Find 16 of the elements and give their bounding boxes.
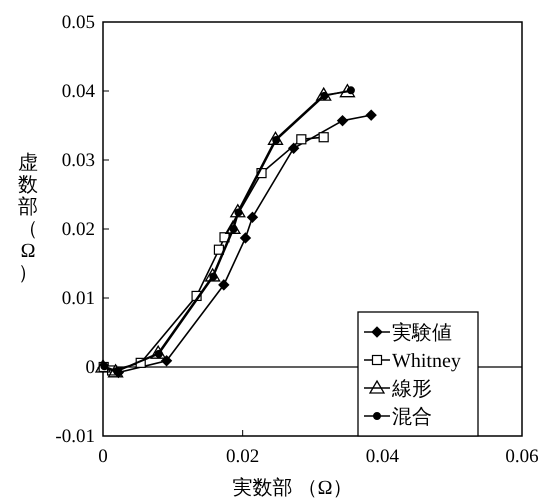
- x-tick-label: 0.02: [226, 446, 260, 467]
- legend-label: Whitney: [392, 350, 461, 372]
- y-tick-label: -0.01: [55, 426, 95, 447]
- x-tick-label: 0.04: [366, 446, 400, 467]
- y-tick-label: 0.02: [62, 219, 95, 240]
- legend-label: 混合: [392, 406, 432, 428]
- legend-label: 線形: [391, 378, 432, 400]
- x-tick-label: 0.06: [505, 446, 539, 467]
- y-axis-title: 虚数部（Ω）: [18, 152, 38, 284]
- y-tick-label: 0.04: [62, 81, 96, 102]
- y-tick-label: 0.03: [62, 150, 95, 171]
- legend-label: 実験値: [392, 321, 452, 344]
- y-tick-label: 0.05: [62, 12, 95, 33]
- x-axis-title: 実数部 （Ω）: [232, 476, 352, 499]
- y-tick-label: 0.01: [62, 288, 95, 309]
- y-tick-label: 0: [86, 357, 95, 378]
